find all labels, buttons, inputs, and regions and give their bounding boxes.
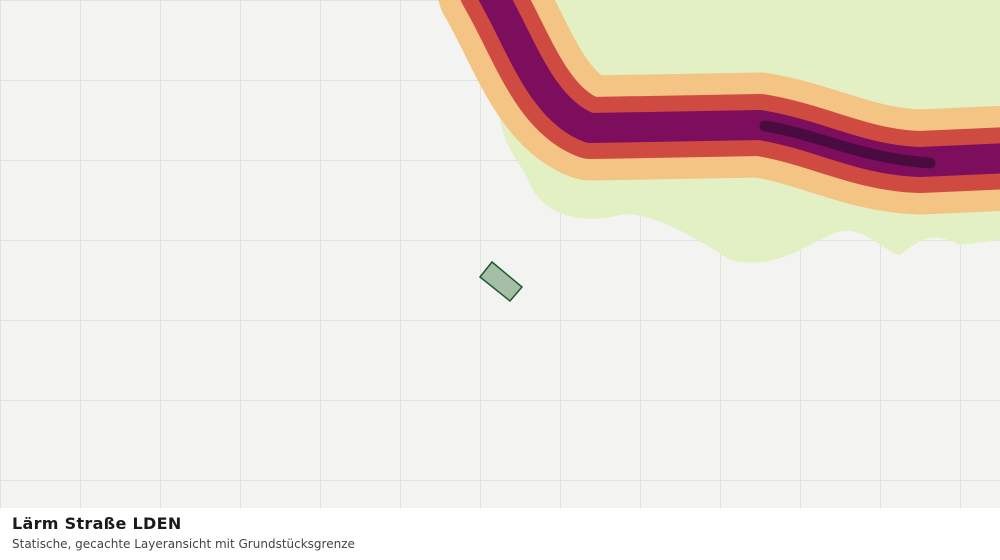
footer: Lärm Straße LDEN Statische, gecachte Lay… bbox=[0, 508, 1000, 560]
parcel-boundary bbox=[478, 260, 524, 303]
layer-title: Lärm Straße LDEN bbox=[12, 514, 182, 533]
map-view bbox=[0, 0, 1000, 508]
layer-subtitle: Statische, gecachte Layeransicht mit Gru… bbox=[12, 537, 355, 551]
noise-layer bbox=[370, 0, 1000, 263]
